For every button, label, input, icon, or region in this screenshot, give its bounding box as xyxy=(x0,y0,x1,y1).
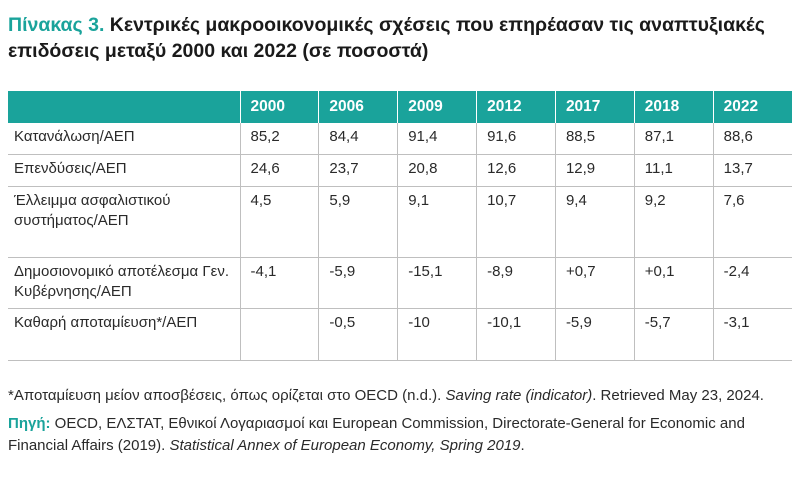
table-row: Δημοσιονομικό αποτέλεσμα Γεν. Κυβέρνησης… xyxy=(8,257,793,309)
header-year: 2009 xyxy=(397,91,478,123)
table-cell: 12,6 xyxy=(476,154,556,187)
table-cell: 24,6 xyxy=(240,154,320,187)
footnote-tail: . Retrieved May 23, 2024. xyxy=(592,387,764,404)
table-cell: -8,9 xyxy=(476,257,556,309)
table-cell: -10,1 xyxy=(476,308,556,361)
macro-relations-table: 2000 2006 2009 2012 2017 2018 2022 Καταν… xyxy=(8,91,793,361)
table-notes: *Αποταμίευση μείον αποσβέσεις, όπως ορίζ… xyxy=(8,385,792,457)
table-cell: 5,9 xyxy=(318,186,399,258)
header-year: 2012 xyxy=(476,91,556,123)
table-row: Κατανάλωση/ΑΕΠ 85,2 84,4 91,4 91,6 88,5 … xyxy=(8,123,793,155)
table-cell: 12,9 xyxy=(555,154,635,187)
table-cell: 20,8 xyxy=(397,154,478,187)
table-title-text: Κεντρικές μακροοικονομικές σχέσεις που ε… xyxy=(8,14,765,62)
table-cell: 9,4 xyxy=(555,186,635,258)
table-cell: 88,6 xyxy=(713,123,793,155)
table-cell: -10 xyxy=(397,308,478,361)
table-cell: -15,1 xyxy=(397,257,478,309)
table-cell: 91,4 xyxy=(397,123,478,155)
header-year: 2006 xyxy=(318,91,399,123)
table-cell: 11,1 xyxy=(634,154,714,187)
table-cell: -3,1 xyxy=(713,308,793,361)
row-label: Έλλειμμα ασφαλιστικού συστήματος/ΑΕΠ xyxy=(8,186,241,258)
footnote-text: *Αποταμίευση μείον αποσβέσεις, όπως ορίζ… xyxy=(8,387,446,404)
table-cell: 84,4 xyxy=(318,123,399,155)
table-cell: 9,1 xyxy=(397,186,478,258)
table-cell: -4,1 xyxy=(240,257,320,309)
row-label: Επενδύσεις/ΑΕΠ xyxy=(8,154,241,187)
row-label: Κατανάλωση/ΑΕΠ xyxy=(8,123,241,155)
table-cell: +0,7 xyxy=(555,257,635,309)
table-cell: 7,6 xyxy=(713,186,793,258)
table-cell: 87,1 xyxy=(634,123,714,155)
table-cell: +0,1 xyxy=(634,257,714,309)
table-cell xyxy=(240,308,320,361)
table-number-label: Πίνακας 3. xyxy=(8,14,105,36)
footnote-citation-title: Saving rate (indicator) xyxy=(445,387,593,404)
table-cell: 91,6 xyxy=(476,123,556,155)
table-cell: -0,5 xyxy=(318,308,399,361)
table-cell: 4,5 xyxy=(240,186,320,258)
table-cell: 9,2 xyxy=(634,186,714,258)
source-citation-title: Statistical Annex of European Economy, S… xyxy=(169,437,521,454)
table-cell: -5,7 xyxy=(634,308,714,361)
source-tail: . xyxy=(520,437,525,454)
table-cell: -5,9 xyxy=(318,257,399,309)
header-year: 2000 xyxy=(240,91,320,123)
header-year: 2022 xyxy=(713,91,793,123)
source-text: OECD, ΕΛΣΤΑΤ, Εθνικοί Λογαριασμοί και Eu… xyxy=(8,415,745,454)
table-cell: -5,9 xyxy=(555,308,635,361)
row-label: Δημοσιονομικό αποτέλεσμα Γεν. Κυβέρνησης… xyxy=(8,257,241,309)
table-cell: 88,5 xyxy=(555,123,635,155)
table-cell: 23,7 xyxy=(318,154,399,187)
header-year: 2017 xyxy=(555,91,635,123)
table-row: Καθαρή αποταμίευση*/ΑΕΠ -0,5 -10 -10,1 -… xyxy=(8,308,793,361)
footnote: *Αποταμίευση μείον αποσβέσεις, όπως ορίζ… xyxy=(8,385,792,407)
source-note: Πηγή: OECD, ΕΛΣΤΑΤ, Εθνικοί Λογαριασμοί … xyxy=(8,413,792,457)
source-label: Πηγή: xyxy=(8,415,51,432)
row-label: Καθαρή αποταμίευση*/ΑΕΠ xyxy=(8,308,241,361)
table-cell: 13,7 xyxy=(713,154,793,187)
table-cell: 85,2 xyxy=(240,123,320,155)
header-row: 2000 2006 2009 2012 2017 2018 2022 xyxy=(8,91,793,123)
table-cell: -2,4 xyxy=(713,257,793,309)
table-row: Επενδύσεις/ΑΕΠ 24,6 23,7 20,8 12,6 12,9 … xyxy=(8,154,793,187)
table-title: Πίνακας 3. Κεντρικές μακροοικονομικές σχ… xyxy=(8,12,792,64)
header-label-cell xyxy=(8,91,241,123)
header-year: 2018 xyxy=(634,91,714,123)
table-cell: 10,7 xyxy=(476,186,556,258)
table-row: Έλλειμμα ασφαλιστικού συστήματος/ΑΕΠ 4,5… xyxy=(8,186,793,258)
